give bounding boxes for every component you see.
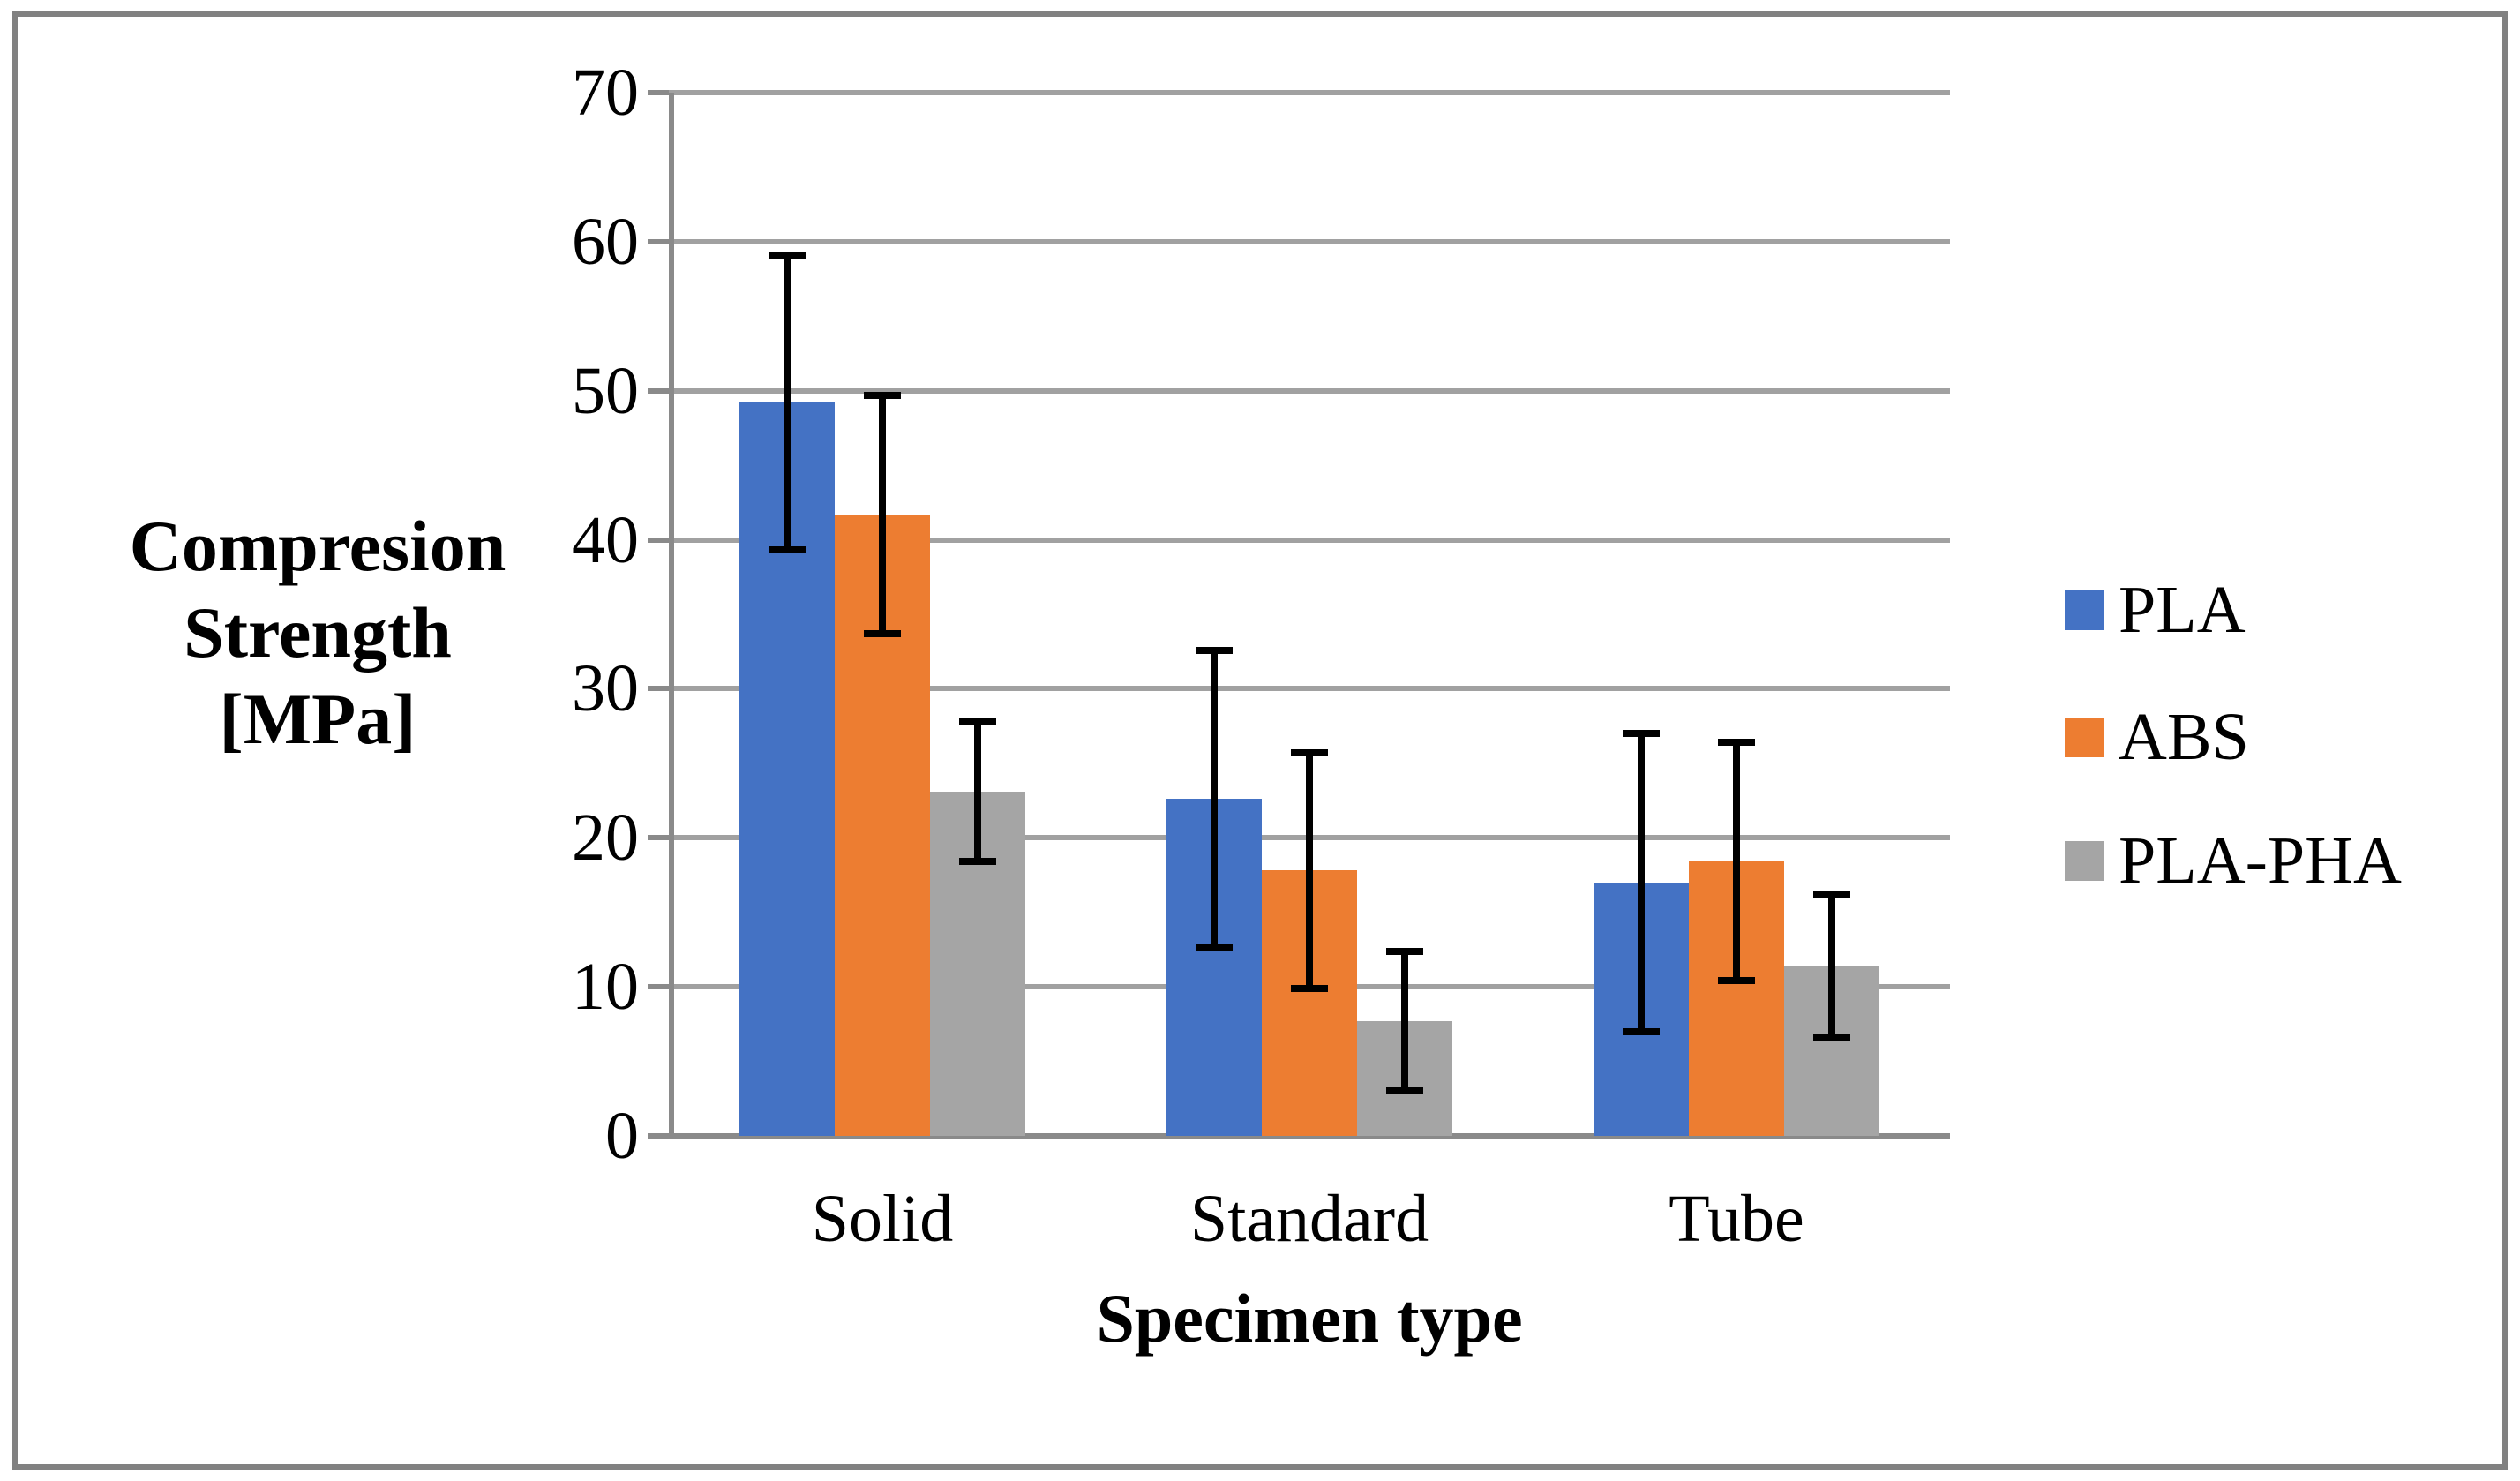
y-tick-label-30: 30: [572, 651, 639, 726]
y-axis-title-line1: Compresion: [129, 506, 506, 586]
y-axis-tick: [648, 387, 669, 394]
y-axis-title-line3: [MPa]: [219, 679, 416, 759]
gridline-y30: [669, 686, 1950, 692]
y-tick-label-0: 0: [605, 1099, 639, 1173]
category-label-standard: Standard: [1189, 1182, 1429, 1256]
error-cap-top-pla-pha-standard: [1386, 947, 1423, 955]
error-bar-pla-pha-tube: [1828, 894, 1835, 1038]
error-cap-top-abs-solid: [864, 391, 901, 399]
error-bar-abs-standard: [1306, 753, 1313, 989]
legend-label-pla: PLA: [2119, 573, 2246, 647]
error-bar-pla-solid: [784, 255, 791, 551]
gridline-y50: [669, 387, 1950, 394]
legend-item-abs: ABS: [2065, 697, 2249, 777]
error-cap-bottom-pla-tube: [1623, 1027, 1660, 1035]
error-cap-top-abs-tube: [1718, 739, 1755, 747]
error-cap-top-abs-standard: [1291, 749, 1328, 757]
error-cap-bottom-pla-pha-standard: [1386, 1087, 1423, 1095]
y-axis-line: [669, 93, 674, 1139]
legend-item-pla-pha: PLA-PHA: [2065, 821, 2402, 900]
error-bar-pla-standard: [1211, 650, 1218, 949]
y-axis-title-line2: Strength: [184, 592, 452, 673]
error-bar-pla-pha-solid: [974, 721, 981, 862]
error-cap-bottom-pla-standard: [1196, 944, 1233, 952]
error-cap-top-pla-tube: [1623, 730, 1660, 738]
error-cap-bottom-abs-standard: [1291, 984, 1328, 992]
y-axis-tick: [648, 835, 669, 841]
error-bar-pla-tube: [1638, 733, 1645, 1032]
y-tick-label-60: 60: [572, 204, 639, 279]
gridline-y60: [669, 238, 1950, 244]
y-axis-tick: [648, 984, 669, 990]
error-cap-bottom-abs-solid: [864, 629, 901, 637]
error-bar-abs-solid: [879, 395, 886, 634]
legend-item-pla: PLA: [2065, 570, 2246, 650]
error-cap-top-pla-solid: [769, 252, 806, 259]
y-tick-label-20: 20: [572, 801, 639, 876]
error-bar-pla-pha-standard: [1401, 951, 1408, 1092]
legend-swatch-abs: [2065, 717, 2104, 757]
legend-label-abs: ABS: [2119, 700, 2249, 774]
y-tick-label-50: 50: [572, 353, 639, 428]
y-axis-tick: [648, 238, 669, 244]
legend-swatch-pla-pha: [2065, 840, 2104, 881]
gridline-y40: [669, 537, 1950, 543]
y-axis-title: Compresion Strength [MPa]: [79, 503, 556, 763]
y-axis-tick: [648, 686, 669, 692]
category-label-solid: Solid: [811, 1182, 954, 1256]
legend-label-pla-pha: PLA-PHA: [2119, 823, 2402, 898]
category-label-tube: Tube: [1669, 1182, 1804, 1256]
error-cap-bottom-pla-pha-solid: [959, 858, 996, 866]
x-axis-line: [648, 1133, 1950, 1139]
error-cap-bottom-abs-tube: [1718, 977, 1755, 985]
gridline-y70: [669, 90, 1950, 95]
error-cap-bottom-pla-solid: [769, 546, 806, 554]
y-tick-label-70: 70: [572, 56, 639, 130]
y-axis-tick: [648, 90, 669, 95]
x-axis-title: Specimen type: [1096, 1280, 1523, 1357]
error-bar-abs-tube: [1733, 742, 1740, 981]
error-cap-top-pla-standard: [1196, 646, 1233, 654]
legend-swatch-pla: [2065, 590, 2104, 630]
y-axis-tick: [648, 537, 669, 543]
y-tick-label-40: 40: [572, 502, 639, 577]
error-cap-bottom-pla-pha-tube: [1813, 1034, 1850, 1041]
error-cap-top-pla-pha-tube: [1813, 891, 1850, 898]
error-cap-top-pla-pha-solid: [959, 718, 996, 725]
y-tick-label-10: 10: [572, 950, 639, 1025]
